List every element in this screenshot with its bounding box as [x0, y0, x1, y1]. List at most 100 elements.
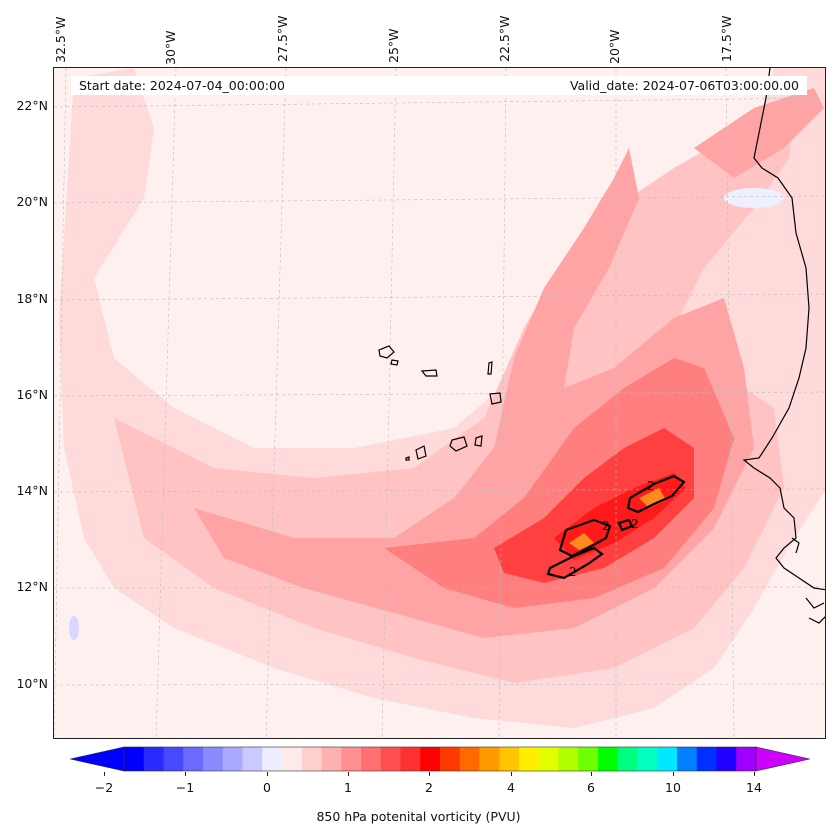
colorbar-cell: [598, 747, 619, 771]
colorbar-cell: [538, 747, 559, 771]
cb-tick-label: 4: [507, 780, 515, 795]
cb-tickmark: [267, 772, 268, 776]
colorbar-cell: [420, 747, 441, 771]
contour-label: 2: [602, 519, 610, 533]
cb-tickmark: [754, 772, 755, 776]
island: [390, 359, 399, 366]
pv-blue-patch: [69, 616, 79, 640]
colorbar-cell: [519, 747, 540, 771]
colorbar-cell: [400, 747, 421, 771]
pv-2-contours: [546, 474, 686, 580]
coastline: [742, 68, 825, 624]
pv-blue-patch-east: [724, 188, 784, 208]
valid-date-label: Valid_date: 2024-07-06T03:00:00.00: [569, 78, 799, 93]
colorbar-extend-high: [755, 746, 810, 772]
colorbar-cell: [143, 747, 164, 771]
colorbar-cell: [380, 747, 401, 771]
cb-tick-label: 2: [425, 780, 433, 795]
cb-tickmark: [185, 772, 186, 776]
contour-2-small: [617, 518, 634, 532]
colorbar-cell: [183, 747, 204, 771]
lon-label: 30°W: [163, 30, 178, 65]
lat-label: 18°N: [16, 291, 48, 306]
colorbar-cell: [163, 747, 184, 771]
colorbar-cell: [440, 747, 461, 771]
pv-band-level4: [384, 358, 734, 608]
island: [420, 369, 438, 377]
colorbar-cell: [203, 747, 224, 771]
colorbar-cells: [124, 747, 757, 771]
contour-2-east: [626, 474, 686, 514]
lat-label: 14°N: [16, 483, 48, 498]
cb-tickmark: [673, 772, 674, 776]
map-panel: 2 2 2 2: [53, 67, 826, 739]
contour-2-west: [558, 518, 612, 558]
colorbar-cell: [124, 747, 145, 771]
colorbar-cell: [637, 747, 658, 771]
contour-label: 2: [569, 565, 577, 579]
cb-tick-label: −2: [94, 780, 114, 795]
pv-band-level5: [494, 428, 694, 583]
cape-verde-islands: [378, 345, 502, 461]
island: [474, 435, 483, 447]
colorbar-cell: [558, 747, 579, 771]
lon-label: 32.5°W: [53, 16, 68, 63]
colorbar-cell: [301, 747, 322, 771]
colorbar-cell: [262, 747, 283, 771]
lon-label: 22.5°W: [497, 15, 512, 62]
colorbar-extend-low: [70, 746, 125, 772]
cb-tickmark: [348, 772, 349, 776]
lon-label: 17.5°W: [719, 15, 734, 62]
colorbar: [70, 746, 810, 772]
colorbar-cell: [242, 747, 263, 771]
colorbar-cell: [321, 747, 342, 771]
lat-label: 12°N: [16, 579, 48, 594]
contour-label: 2: [631, 517, 639, 531]
cb-tickmark: [591, 772, 592, 776]
island: [487, 361, 493, 375]
island: [405, 456, 410, 461]
cb-tick-label: 14: [746, 780, 762, 795]
cb-tick-label: −1: [175, 780, 195, 795]
cb-tickmark: [429, 772, 430, 776]
colorbar-cell: [499, 747, 520, 771]
colorbar-cell: [657, 747, 678, 771]
cb-tick-label: 6: [587, 780, 595, 795]
island: [415, 445, 427, 460]
colorbar-cell: [479, 747, 500, 771]
lat-label: 16°N: [16, 387, 48, 402]
colorbar-cell: [736, 747, 757, 771]
pv-field: [59, 68, 825, 728]
colorbar-cell: [677, 747, 698, 771]
pv-core-orange: [569, 488, 666, 550]
colorbar-cell: [282, 747, 303, 771]
colorbar-cell: [716, 747, 737, 771]
contour-2-south: [546, 546, 604, 580]
colorbar-cell: [341, 747, 362, 771]
colorbar-cell: [459, 747, 480, 771]
lon-label: 27.5°W: [275, 15, 290, 62]
island: [449, 436, 468, 452]
cb-tickmark: [104, 772, 105, 776]
map-canvas: 2 2 2 2: [54, 68, 825, 738]
cb-tickmark: [511, 772, 512, 776]
colorbar-cell: [617, 747, 638, 771]
start-date-label: Start date: 2024-07-04_00:00:00: [79, 78, 285, 93]
lon-label: 25°W: [386, 28, 401, 63]
island: [378, 345, 395, 359]
lat-label: 10°N: [16, 676, 48, 691]
date-header: Start date: 2024-07-04_00:00:00 Valid_da…: [71, 76, 807, 95]
colorbar-cell: [578, 747, 599, 771]
colorbar-cell: [361, 747, 382, 771]
colorbar-outline: [123, 746, 757, 772]
contour-label: 2: [647, 479, 655, 493]
lat-label: 20°N: [16, 194, 48, 209]
colorbar-cell: [696, 747, 717, 771]
colorbar-cell: [222, 747, 243, 771]
island: [489, 392, 502, 405]
colorbar-label: 850 hPa potenital vorticity (PVU): [316, 809, 521, 824]
cb-tick-label: 1: [344, 780, 352, 795]
cb-tick-label: 10: [665, 780, 681, 795]
lon-label: 20°W: [607, 29, 622, 64]
cb-tick-label: 0: [263, 780, 271, 795]
